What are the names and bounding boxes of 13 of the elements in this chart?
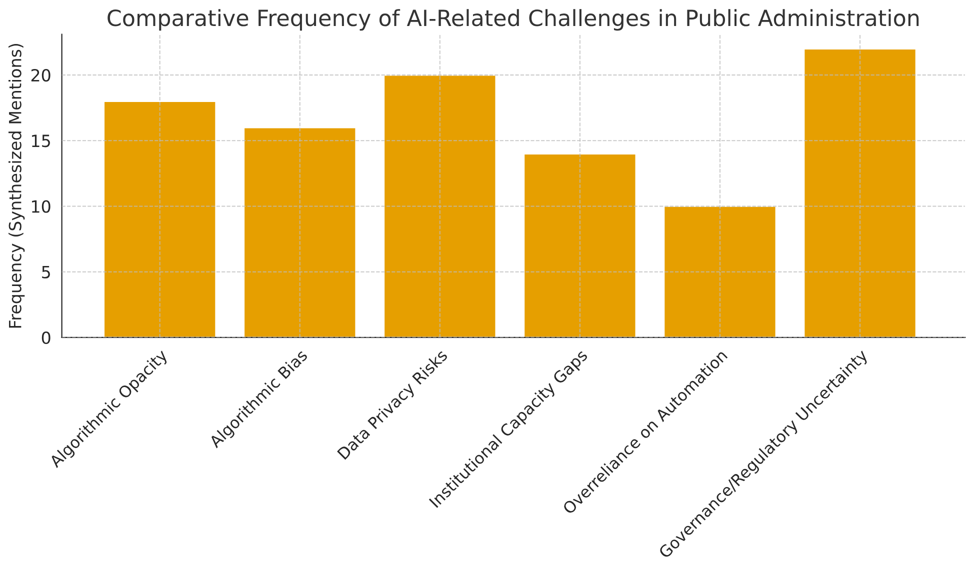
bar	[103, 100, 217, 338]
y-tick-label: 20	[31, 68, 50, 82]
y-tick-label: 10	[32, 200, 50, 213]
y-tick-label: 0	[42, 331, 50, 344]
y-tick-label: 15	[32, 134, 50, 148]
bar	[803, 48, 917, 338]
y-axis-title: Frequency (Synthesized Mentions)	[8, 44, 25, 328]
bar	[383, 74, 497, 338]
bar	[523, 153, 637, 338]
chart-title: Comparative Frequency of AI-Related Challenges in Public Administration	[108, 9, 919, 31]
bar	[663, 206, 777, 338]
y-tick-label: 5	[42, 266, 50, 278]
bar	[243, 126, 357, 338]
